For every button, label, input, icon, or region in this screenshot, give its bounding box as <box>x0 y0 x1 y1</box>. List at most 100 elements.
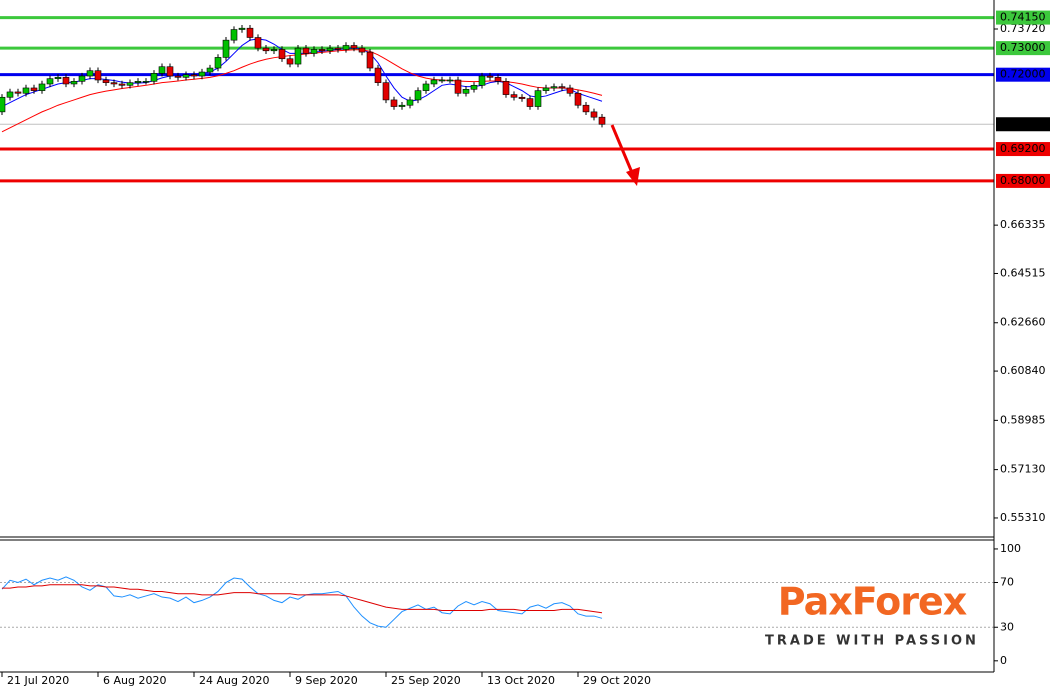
candle-body <box>278 49 286 60</box>
candle-body <box>254 37 262 49</box>
level-label: 0.68000 <box>1000 174 1046 187</box>
candle-body <box>510 94 518 98</box>
candle-body <box>38 83 46 91</box>
price-panel: 0.73720 0.66335 0.64515 0.62660 0.60840 0.589… <box>0 11 1050 524</box>
x-tick-label: 6 Aug 2020 <box>103 674 166 687</box>
candle-body <box>262 47 270 52</box>
candle-body <box>86 70 94 77</box>
current-price-label: 0.70134 <box>1000 117 1046 130</box>
y-tick-label: 0 <box>1000 654 1007 667</box>
candle-body <box>534 90 542 107</box>
candle-body <box>318 49 326 52</box>
candle-body <box>190 74 198 77</box>
candle-body <box>238 27 246 30</box>
logo-name: PaxForex <box>778 580 967 624</box>
candle-body <box>46 78 54 85</box>
candle-body <box>150 73 158 82</box>
candle-body <box>502 81 510 95</box>
candle-body <box>302 47 310 54</box>
candle-body <box>310 49 318 54</box>
candle-body <box>214 57 222 69</box>
candle-body <box>102 79 110 83</box>
candle-body <box>358 47 366 53</box>
candle-body <box>94 70 102 81</box>
candle-body <box>182 74 190 78</box>
candle-body <box>350 45 358 49</box>
x-tick-label: 24 Aug 2020 <box>199 674 269 687</box>
candle-body <box>14 91 22 94</box>
candle-body <box>222 39 230 58</box>
candle-body <box>478 75 486 86</box>
candle-body <box>430 79 438 85</box>
y-tick-label: 0.64515 <box>1000 266 1046 279</box>
candle-body <box>590 111 598 118</box>
candle-body <box>30 87 38 91</box>
rsi-line <box>1 576 603 628</box>
candle-body <box>246 27 254 38</box>
level-label-box <box>996 41 1050 56</box>
candle-body <box>390 99 398 107</box>
candle-body <box>166 66 174 77</box>
candle-body <box>270 49 278 52</box>
y-tick-label: 0.73720 <box>1000 22 1046 35</box>
x-tick-label: 25 Sep 2020 <box>391 674 461 687</box>
candle-body <box>126 82 134 86</box>
y-tick-label: 0.60840 <box>1000 364 1046 377</box>
moving-average <box>1 49 603 133</box>
candle-body <box>542 87 550 91</box>
candle-body <box>142 81 150 83</box>
level-label-box <box>996 67 1050 82</box>
level-label: 0.73000 <box>1000 41 1046 54</box>
y-tick-label: 70 <box>1000 576 1014 589</box>
candle-body <box>582 104 590 113</box>
logo: PaxForex TRADE WITH PASSION <box>765 580 979 649</box>
candle-body <box>470 85 478 90</box>
y-tick-label: 0.58985 <box>1000 413 1046 426</box>
level-label-box <box>996 142 1050 157</box>
candle-body <box>54 77 62 79</box>
logo-tagline: TRADE WITH PASSION <box>765 634 979 649</box>
candle-body <box>486 75 494 78</box>
candle-body <box>526 98 534 107</box>
x-tick-label: 21 Jul 2020 <box>7 674 69 687</box>
candle-body <box>558 86 566 89</box>
candle-body <box>110 82 118 85</box>
candle-body <box>566 87 574 94</box>
candle-body <box>0 96 6 113</box>
candle-body <box>374 67 382 83</box>
x-tick-label: 13 Oct 2020 <box>487 674 555 687</box>
candle-body <box>598 116 606 125</box>
candle-body <box>406 99 414 106</box>
candle-body <box>22 87 30 94</box>
candle-body <box>414 90 422 101</box>
candle-body <box>158 66 166 74</box>
candle-body <box>206 67 214 73</box>
candle-body <box>78 75 86 82</box>
candle-body <box>118 83 126 86</box>
forecast-arrow <box>610 124 640 186</box>
level-label-box <box>996 173 1050 188</box>
rsi-line <box>2 584 603 614</box>
candle-body <box>294 47 302 65</box>
candle-body <box>422 83 430 91</box>
candle-body <box>174 75 182 78</box>
candle-body <box>382 82 390 101</box>
candle-body <box>62 77 70 85</box>
level-label: 0.69200 <box>1000 142 1046 155</box>
level-label: 0.72000 <box>1000 68 1046 81</box>
x-tick-label: 9 Sep 2020 <box>295 674 358 687</box>
candle-body <box>230 29 238 41</box>
candle-body <box>550 86 558 89</box>
candle-body <box>6 91 14 98</box>
rsi-panel: 0 30 70 100 <box>0 542 1021 667</box>
candle-body <box>398 104 406 107</box>
y-tick-label: 0.62660 <box>1000 316 1046 329</box>
candle-body <box>198 71 206 77</box>
level-label-box <box>996 10 1050 25</box>
candle-body <box>366 51 374 69</box>
y-tick-label: 0.55310 <box>1000 511 1046 524</box>
candle-body <box>454 79 462 94</box>
candle-body <box>134 81 142 83</box>
x-tick-label: 29 Oct 2020 <box>583 674 651 687</box>
